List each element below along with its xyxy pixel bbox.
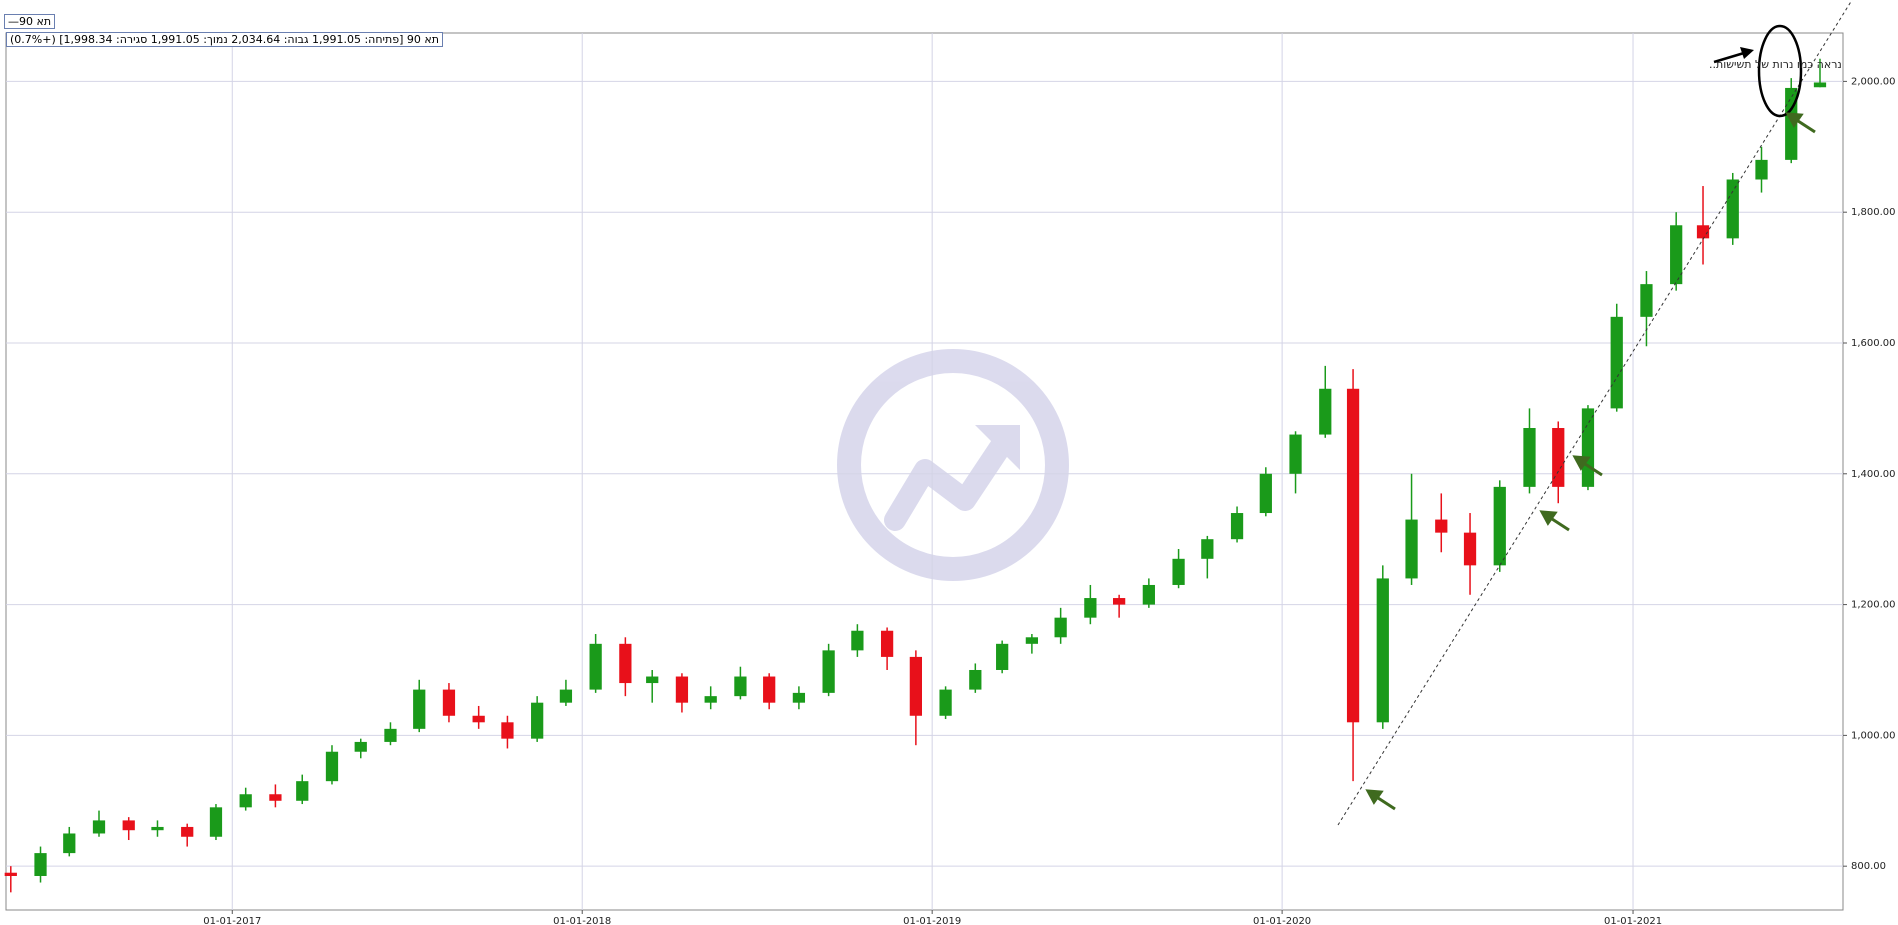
candle-body bbox=[1113, 598, 1126, 605]
info-box: תא 90 [פתיחה: 1,991.05 גבוה: 2,034.64 נמ… bbox=[6, 32, 444, 47]
x-tick-label: 01-01-2020 bbox=[1253, 916, 1311, 925]
candle-body bbox=[939, 689, 952, 716]
candle-body bbox=[851, 630, 864, 651]
candle-body bbox=[151, 826, 164, 831]
pointer-arrow bbox=[1713, 47, 1754, 64]
candle-body bbox=[209, 807, 223, 837]
candle-body bbox=[1054, 617, 1067, 638]
candle-body bbox=[1319, 388, 1332, 435]
candle-body bbox=[122, 820, 135, 831]
candle-body bbox=[413, 689, 426, 729]
candle-body bbox=[1670, 225, 1683, 285]
candle-body bbox=[1201, 539, 1214, 559]
candle-body bbox=[909, 656, 922, 716]
candle-body bbox=[1726, 179, 1739, 239]
candle-body bbox=[63, 833, 76, 854]
candle-body bbox=[269, 794, 282, 801]
candle-body bbox=[1640, 284, 1653, 317]
watermark bbox=[837, 349, 1069, 581]
x-tick-label: 01-01-2021 bbox=[1604, 916, 1662, 925]
candle-body bbox=[1696, 225, 1710, 239]
candle-body bbox=[1755, 159, 1768, 180]
legend-label: תא 90 bbox=[19, 15, 52, 28]
candle-body bbox=[296, 781, 309, 801]
candle-body bbox=[763, 676, 776, 703]
candle-body bbox=[1259, 473, 1272, 514]
candle-body bbox=[501, 722, 514, 739]
candle-body bbox=[1230, 513, 1244, 540]
candle-body bbox=[472, 715, 485, 723]
candle-body bbox=[1405, 519, 1418, 579]
y-tick-label: 1,800.00 bbox=[1851, 207, 1896, 218]
candle-body bbox=[181, 826, 194, 837]
candle-body bbox=[92, 820, 106, 834]
plot-frame bbox=[5, 32, 1844, 911]
candle-body bbox=[1376, 578, 1389, 723]
candle-body bbox=[880, 630, 894, 657]
candle-body bbox=[1581, 408, 1595, 487]
candle-body bbox=[969, 669, 982, 690]
x-tick-label: 01-01-2018 bbox=[553, 916, 611, 925]
candle-body bbox=[646, 676, 659, 684]
candle-body bbox=[704, 696, 717, 703]
candle-body bbox=[822, 650, 835, 693]
candle-body bbox=[1523, 428, 1536, 487]
y-tick-label: 800.00 bbox=[1851, 861, 1886, 872]
y-tick-label: 2,000.00 bbox=[1851, 76, 1896, 87]
candle-body bbox=[1172, 558, 1185, 585]
trend-line bbox=[1337, 0, 1853, 826]
candle-body bbox=[1813, 82, 1827, 88]
y-tick-label: 1,200.00 bbox=[1851, 600, 1896, 611]
candle-body bbox=[531, 702, 544, 739]
candle-body bbox=[559, 689, 573, 703]
candle-body bbox=[1463, 532, 1477, 566]
candle-body bbox=[1025, 637, 1039, 644]
candle-body bbox=[675, 676, 689, 703]
y-tick-label: 1,600.00 bbox=[1851, 338, 1896, 349]
x-tick-label: 01-01-2017 bbox=[203, 916, 261, 925]
legend: —תא 90 bbox=[4, 14, 56, 29]
candle-body bbox=[1346, 388, 1360, 723]
grid: 800.00 1,000.00 1,200.00 1,400.00 1,600.00 1,… bbox=[6, 33, 1896, 925]
candle-body bbox=[1552, 428, 1565, 487]
candle-body bbox=[325, 751, 339, 782]
candle-body bbox=[734, 676, 747, 697]
annotation: נראה כמו נרות של תשישות.. bbox=[1709, 58, 1842, 71]
y-tick-label: 1,400.00 bbox=[1851, 469, 1896, 480]
candle-body bbox=[34, 853, 47, 876]
candle-body bbox=[996, 643, 1009, 670]
candle-body bbox=[589, 643, 602, 690]
y-tick-label: 1,000.00 bbox=[1851, 730, 1896, 741]
candle-body bbox=[4, 872, 17, 876]
candle-body bbox=[1493, 486, 1506, 566]
candle-body bbox=[792, 692, 806, 703]
candle-body bbox=[239, 794, 252, 808]
x-tick-label: 01-01-2019 bbox=[903, 916, 961, 925]
candle-body bbox=[619, 643, 632, 684]
support-arrows bbox=[1365, 112, 1816, 811]
candle-body bbox=[1289, 434, 1302, 474]
candle-body bbox=[442, 689, 456, 716]
candle-body bbox=[384, 728, 397, 742]
candle-body bbox=[354, 741, 367, 752]
candle-body bbox=[1435, 519, 1448, 533]
candle-body bbox=[1084, 598, 1097, 618]
candle-body bbox=[1142, 584, 1155, 605]
highlight-ellipse bbox=[1757, 24, 1803, 118]
candle-body bbox=[1610, 316, 1623, 409]
